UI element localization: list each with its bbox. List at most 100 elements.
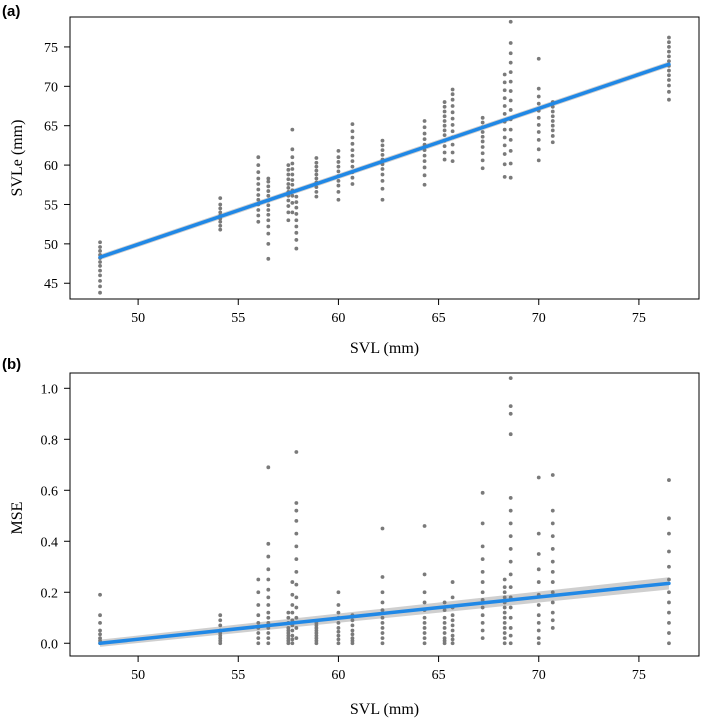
panel-b-data-point: [266, 636, 271, 641]
panel-b-data-point: [294, 626, 299, 630]
panel-b-data-point: [508, 559, 513, 564]
panel-a-data-point: [502, 104, 507, 108]
panel-b-data-point: [536, 475, 541, 480]
panel-a-data-point: [218, 202, 223, 207]
panel-a-y-tick-label: 70: [44, 80, 58, 95]
panel-a-data-point: [508, 161, 513, 166]
panel-b-data-point: [550, 473, 555, 477]
panel-b-data-point: [508, 572, 513, 577]
panel-a-data-point: [336, 178, 341, 183]
panel-b-data-point: [218, 618, 223, 623]
panel-b-data-point: [450, 628, 455, 633]
panel-b-data-point: [450, 633, 455, 638]
panel-b-data-point: [336, 629, 341, 634]
panel-a-data-point: [508, 108, 513, 112]
panel-a-data-point: [508, 175, 513, 180]
panel-a-data-point: [314, 194, 319, 199]
panel-a-data-point: [256, 155, 261, 160]
panel-a-data-point: [266, 203, 271, 208]
panel-b-data-point: [502, 590, 507, 595]
panel-a-data-point: [350, 148, 355, 153]
panel-b-x-tick-label: 75: [632, 668, 646, 683]
panel-b-data-point: [550, 618, 555, 623]
panel-a-data-point: [502, 143, 507, 148]
panel-b-data-point: [266, 587, 271, 592]
panel-a-data-point: [218, 219, 223, 224]
panel-a-data-point: [480, 158, 485, 163]
panel-a-data-point: [502, 96, 507, 101]
panel-a-data-point: [294, 230, 299, 235]
panel-b-data-point: [502, 577, 507, 582]
panel-b-y-tick-label: 1.0: [41, 382, 59, 397]
panel-a-data-point: [256, 208, 261, 212]
panel-b-data-point: [266, 603, 271, 607]
panel-a-data-point: [480, 134, 485, 139]
panel-a-data-point: [256, 193, 261, 197]
panel-b-data-point: [290, 603, 295, 607]
panel-a-x-tick-label: 60: [331, 311, 345, 326]
panel-a-data-point: [290, 155, 295, 160]
panel-a-data-point: [536, 123, 541, 127]
panel-b-data-point: [290, 637, 295, 642]
panel-b-data-point: [450, 613, 455, 618]
panel-b-data-point: [508, 508, 513, 513]
panel-a-data-point: [442, 133, 447, 138]
panel-b-data-point: [256, 613, 261, 618]
panel-b-data-point: [667, 600, 671, 605]
panel-a-data-point: [667, 45, 671, 49]
panel-a-label: (a): [2, 3, 20, 20]
panel-a-data-point: [266, 256, 271, 261]
panel-a-data-point: [98, 264, 102, 268]
panel-b-data-point: [294, 636, 299, 641]
panel-b-data-point: [380, 526, 385, 531]
panel-a-data-point: [266, 212, 271, 217]
panel-a-data-point: [480, 145, 485, 149]
panel-a-data-point: [290, 193, 295, 198]
panel-a-data-point: [350, 182, 355, 186]
panel-b-data-point: [442, 620, 447, 625]
panel-a-data-point: [450, 110, 455, 115]
panel-a-data-point: [218, 206, 223, 211]
panel-b-data-point: [286, 626, 291, 630]
panel-a-data-point: [480, 166, 485, 171]
panel-a-data-point: [98, 278, 102, 283]
panel-a-plot-frame: [69, 16, 700, 300]
panel-a-data-point: [536, 56, 541, 61]
panel-a-data-point: [294, 205, 299, 210]
panel-b-data-point: [508, 641, 513, 646]
panel-b-data-point: [442, 626, 447, 630]
panel-b-data-point: [667, 516, 671, 521]
panel-a-data-point: [536, 94, 541, 99]
panel-b-data-point: [266, 554, 271, 559]
panel-b-data-point: [422, 572, 427, 577]
panel-a-data-point: [442, 109, 447, 114]
panel-a-data-point: [218, 223, 223, 228]
panel-a-data-point: [380, 186, 385, 191]
panel-a-data-point: [380, 143, 385, 148]
panel-a-data-point: [286, 177, 291, 182]
panel-b-data-point: [550, 626, 555, 630]
panel-b-data-point: [508, 626, 513, 630]
panel-b-data-point: [480, 598, 485, 602]
panel-b-data-point: [422, 590, 427, 595]
panel-b-data-point: [502, 636, 507, 641]
panel-a-y-tick-label: 55: [44, 198, 58, 213]
panel-a-data-point: [290, 161, 295, 166]
panel-b-data-point: [450, 641, 455, 646]
panel-b-data-point: [336, 626, 341, 630]
panel-b-data-point: [550, 508, 555, 513]
panel-b-data-point: [450, 637, 455, 642]
panel-a-data-point: [218, 227, 223, 232]
panel-b-data-point: [290, 592, 295, 597]
panel-b-data-point: [502, 605, 507, 610]
panel-b-data-point: [380, 620, 385, 625]
panel-a-data-point: [256, 163, 261, 167]
panel-a-data-point: [442, 150, 447, 155]
panel-a-data-point: [422, 125, 427, 130]
panel-a-data-point: [314, 189, 319, 194]
panel-b-data-point: [336, 590, 341, 595]
panel-a-data-point: [286, 163, 291, 167]
panel-a-data-point: [350, 175, 355, 180]
panel-a-data-point: [294, 218, 299, 223]
